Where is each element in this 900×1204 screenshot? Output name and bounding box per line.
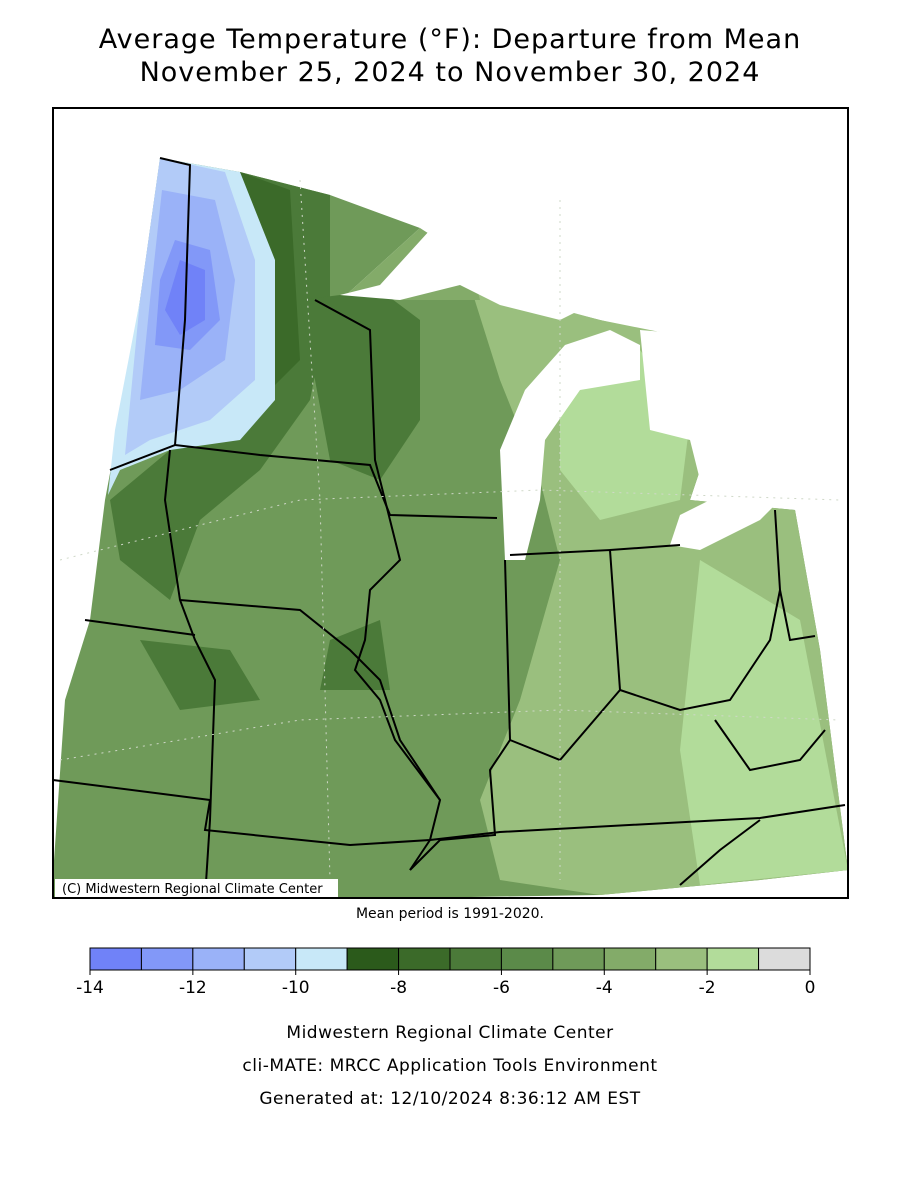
legend-swatch — [655, 947, 708, 971]
legend-tick-label: -2 — [699, 978, 716, 998]
lake — [670, 485, 790, 550]
legend-tick-label: 0 — [805, 978, 816, 998]
border — [163, 449, 217, 899]
map: (C) Midwestern Regional Climate Center — [52, 107, 849, 899]
mean-period-note: Mean period is 1991-2020. — [356, 906, 544, 922]
copyright: (C) Midwestern Regional Climate Center — [62, 882, 323, 897]
copyright-bg — [55, 879, 338, 897]
legend-swatch — [89, 947, 142, 971]
border — [679, 819, 761, 886]
border — [109, 157, 192, 471]
map-title: Average Temperature (°F): Departure from… — [99, 24, 801, 55]
border — [174, 444, 498, 519]
legend-swatch — [500, 947, 554, 971]
footer-line: Midwestern Regional Climate Center — [286, 1023, 613, 1043]
border — [409, 559, 512, 871]
legend-swatch — [603, 947, 657, 971]
border — [609, 544, 681, 551]
graticule — [59, 489, 841, 561]
legend-tick-label: -10 — [282, 978, 310, 998]
legend-swatch — [346, 947, 400, 971]
legend-swatch — [706, 947, 760, 971]
legend-tick-label: -14 — [76, 978, 104, 998]
border — [509, 509, 782, 712]
legend-tick-label: -6 — [493, 978, 510, 998]
footer-line: cli-MATE: MRCC Application Tools Environ… — [242, 1056, 657, 1076]
legend-swatch — [398, 947, 451, 971]
border — [84, 619, 196, 636]
lake — [640, 330, 770, 480]
graticule — [299, 179, 331, 881]
legend-swatch — [758, 947, 811, 971]
legend: -14 -12 -10 -8 -6 -4 -2 0 — [76, 947, 816, 998]
border — [714, 719, 826, 772]
legend-swatch — [140, 947, 194, 971]
footer-line: Generated at: 12/10/2024 8:36:12 AM EST — [259, 1089, 640, 1109]
legend-swatch — [243, 947, 297, 971]
border — [179, 599, 442, 871]
border — [52, 779, 846, 847]
legend-tick-label: -8 — [390, 978, 407, 998]
region — [300, 290, 420, 480]
lake — [340, 200, 600, 320]
border — [314, 299, 441, 801]
border — [779, 589, 816, 642]
legend-swatch — [449, 947, 502, 971]
map-subtitle: November 25, 2024 to November 30, 2024 — [140, 57, 761, 88]
legend-tick-label: -4 — [596, 978, 613, 998]
map-frame — [52, 107, 849, 899]
region — [680, 560, 848, 885]
legend-tick-label: -12 — [179, 978, 207, 998]
lake — [500, 330, 640, 560]
legend-swatch — [192, 947, 245, 971]
region — [140, 640, 260, 710]
legend-swatch — [295, 947, 348, 971]
legend-swatch — [552, 947, 605, 971]
